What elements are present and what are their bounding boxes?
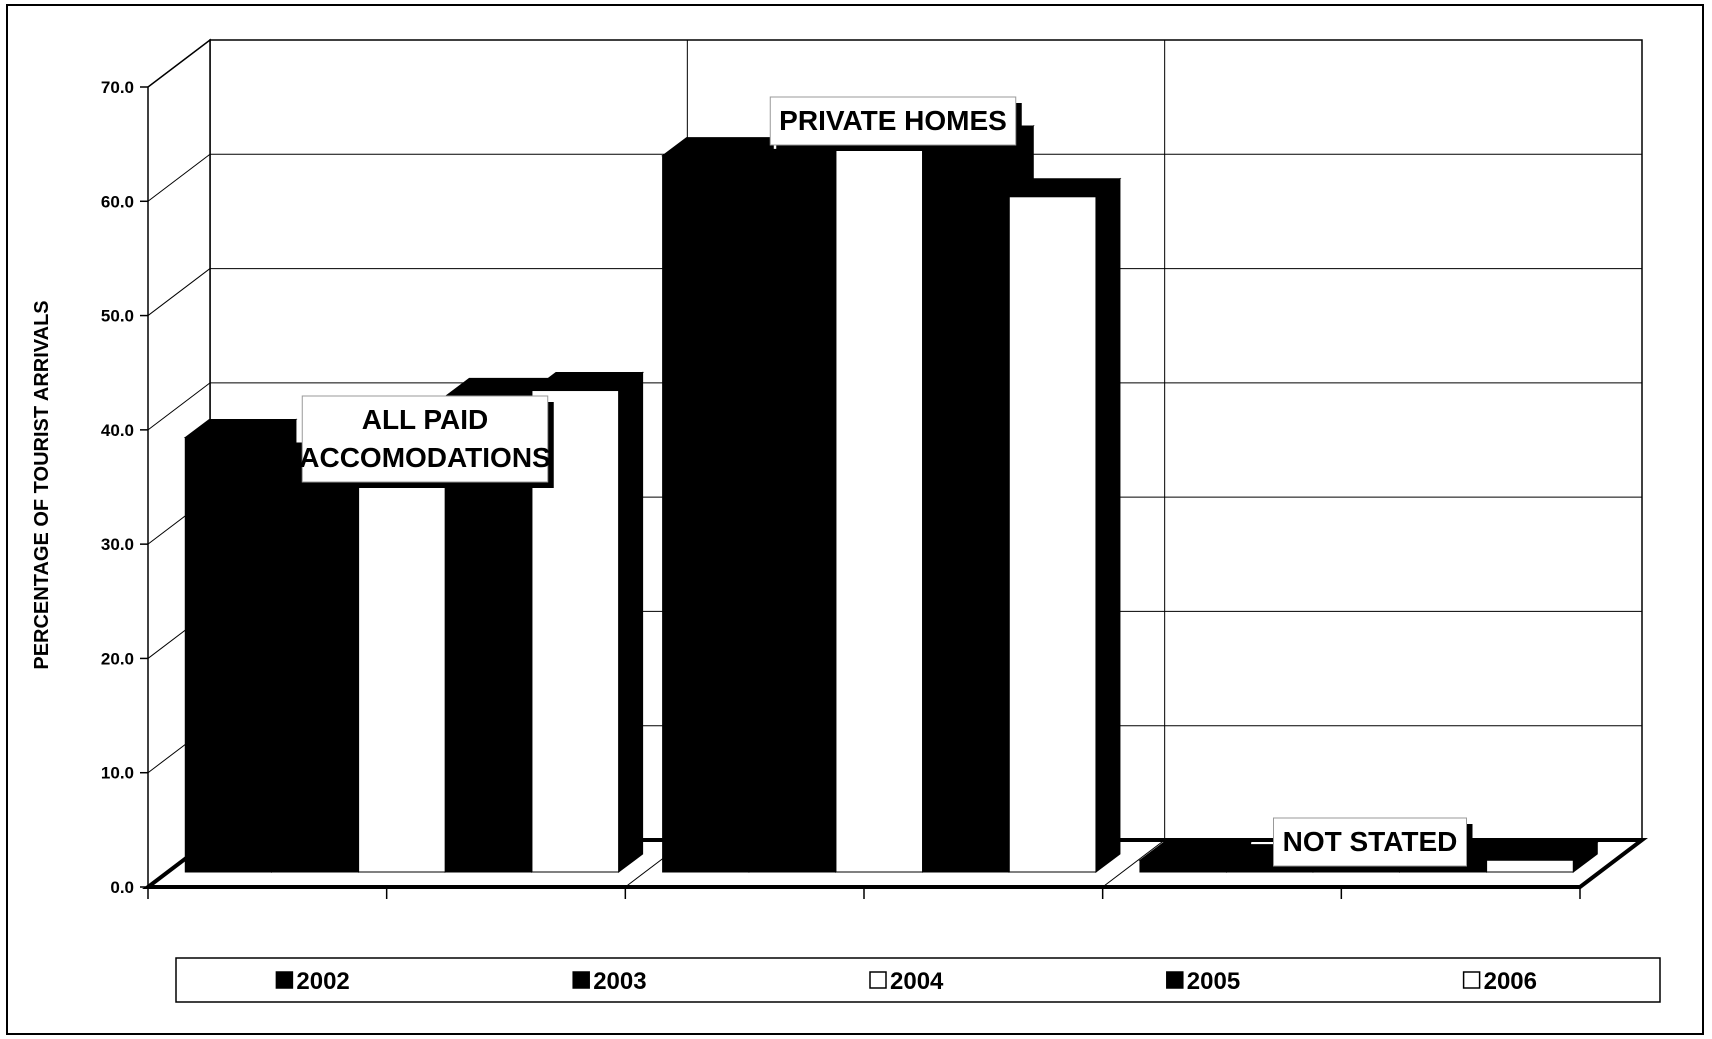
y-tick-label: 20.0 [101, 649, 134, 668]
bar-front [271, 460, 360, 873]
side-gridline [147, 39, 211, 88]
legend-label: 2005 [1187, 968, 1240, 995]
bar-front [922, 143, 1010, 873]
legend-item-2002: 2002 [275, 968, 350, 995]
y-tick-label: 60.0 [101, 192, 134, 211]
legend-item-2005: 2005 [1166, 968, 1240, 995]
legend-item-2004: 2004 [869, 968, 944, 995]
annotation-text: NOT STATED [1283, 826, 1458, 857]
category-annotations: ALL PAID ACCOMODATIONS PRIVATE HOMES NOT ST… [299, 96, 1473, 872]
y-tick-label: 50.0 [101, 307, 134, 326]
bar-front [1008, 196, 1097, 873]
annotation-box [769, 96, 1017, 146]
y-tick-label: 30.0 [101, 535, 134, 554]
bar-front [662, 155, 750, 873]
bar-side [1095, 177, 1121, 873]
legend-item-2003: 2003 [572, 968, 647, 995]
legend-label: 2004 [890, 968, 944, 995]
legend-swatch [275, 971, 294, 989]
annotation-text: ALL PAID [362, 404, 489, 435]
y-tick-label: 0.0 [110, 878, 134, 897]
legend-label: 2006 [1484, 968, 1537, 995]
legend-swatch [572, 971, 590, 989]
category-annotation: NOT STATED [1273, 817, 1473, 872]
legend-box [175, 957, 1661, 1003]
bar-front [748, 166, 837, 873]
legend-label: 2002 [296, 968, 349, 995]
y-axis-label: PERCENTAGE OF TOURIST ARRIVALS [31, 300, 53, 669]
bar-front [184, 437, 273, 873]
legend-item-2006: 2006 [1462, 968, 1537, 995]
legend-swatch [1462, 971, 1481, 989]
annotation-box [1273, 817, 1467, 867]
annotation-text: PRIVATE HOMES [779, 105, 1007, 136]
legend: 2002 2003 2004 2005 2006 [175, 957, 1661, 1003]
category-annotation: PRIVATE HOMES [769, 96, 1022, 151]
bar-front [835, 131, 924, 873]
category-annotation: ALL PAID ACCOMODATIONS [299, 395, 554, 488]
legend-swatch [1166, 971, 1184, 989]
floor-divider [1102, 839, 1165, 888]
side-gridline [147, 382, 211, 431]
y-axis: 0.0 10.0 20.0 30.0 40.0 50.0 60.0 70.0 [101, 78, 148, 897]
bar-front [1139, 859, 1228, 873]
y-tick-label: 70.0 [101, 78, 134, 97]
bar-2006-1 [1007, 177, 1122, 873]
legend-label: 2003 [593, 968, 646, 995]
bar-front [358, 483, 446, 873]
bar-side [618, 371, 644, 873]
annotation-box [301, 395, 549, 483]
bar-front [1486, 859, 1574, 873]
side-gridline [147, 153, 211, 202]
annotation-text: ACCOMODATIONS [299, 442, 550, 473]
side-gridline [147, 268, 211, 316]
legend-swatch [869, 971, 887, 989]
bar-2006-2 [1485, 841, 1599, 873]
y-tick-label: 10.0 [101, 764, 134, 783]
y-tick-label: 40.0 [101, 421, 134, 440]
